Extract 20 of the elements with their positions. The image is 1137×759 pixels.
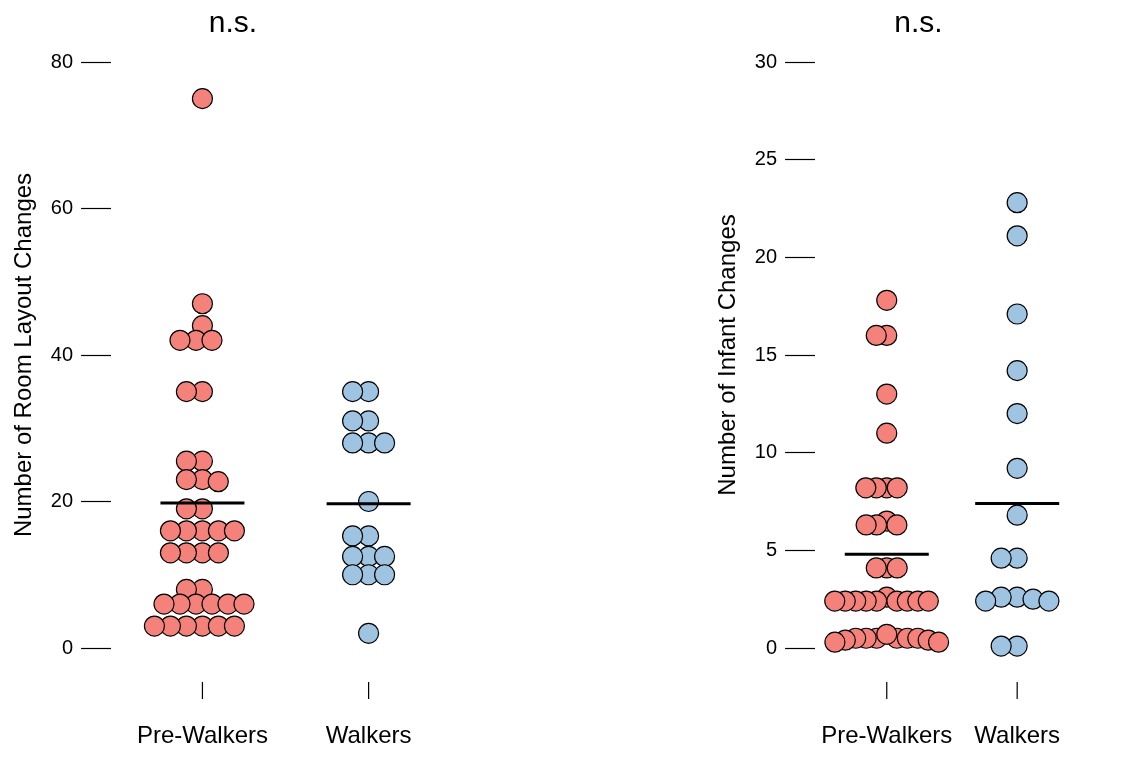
y-tick-label: 40 [50, 342, 74, 365]
x-tick-label: Pre-Walkers [136, 721, 268, 749]
x-tick-label: Walkers [325, 721, 412, 749]
chart-title: n.s. [208, 5, 258, 39]
y-tick-label: 60 [50, 196, 74, 219]
y-tick-label: 5 [765, 537, 778, 560]
y-tick-label: 20 [754, 244, 778, 267]
y-tick-label: 20 [50, 489, 74, 512]
y-tick-label: 80 [50, 49, 74, 72]
y-axis-title: Number of Infant Changes [713, 214, 741, 496]
y-tick-label: 10 [754, 440, 778, 463]
y-tick-label: 0 [765, 635, 778, 658]
y-tick-label: 15 [754, 342, 778, 365]
chart-title: n.s. [894, 5, 943, 39]
y-tick-label: 30 [754, 49, 778, 72]
y-tick-label: 25 [754, 147, 778, 170]
x-tick-label: Walkers [974, 721, 1061, 749]
x-tick-label: Pre-Walkers [821, 721, 953, 749]
y-tick-label: 0 [61, 635, 74, 658]
y-axis-title: Number of Room Layout Changes [9, 172, 37, 538]
